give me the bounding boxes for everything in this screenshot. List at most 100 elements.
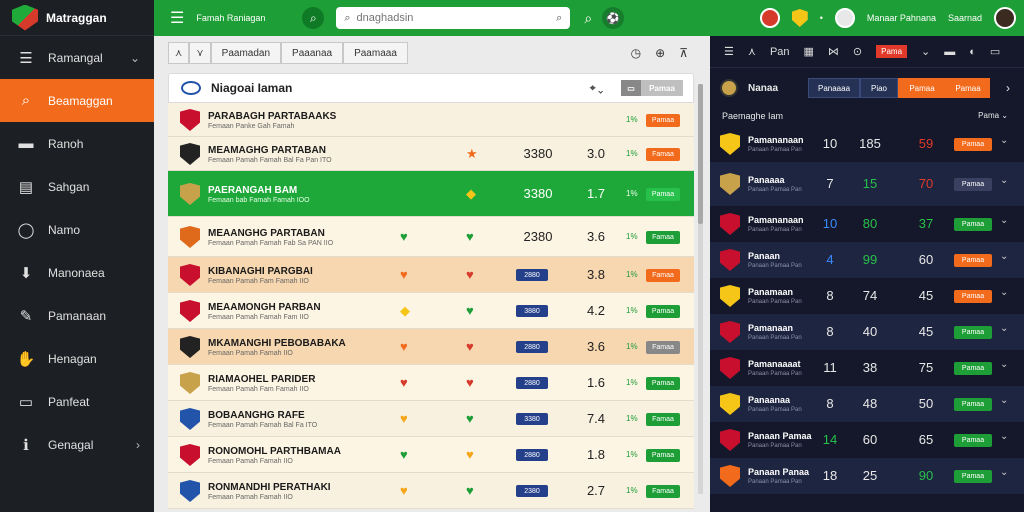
standings-button[interactable]: Pamaa <box>954 178 992 191</box>
standings-tool-9[interactable]: ◐ <box>969 45 976 58</box>
standings-row[interactable]: Panamaan Panaan Pamaa Pan 8 74 45 Pamaa ⌄ <box>710 278 1024 314</box>
chevron-down-icon[interactable]: ⌄ <box>1000 467 1009 478</box>
tab-0[interactable]: ⋏ <box>168 42 190 64</box>
chevron-down-icon[interactable]: ⌄ <box>1000 287 1009 298</box>
tab-3[interactable]: Paaanaa <box>281 42 344 64</box>
match-row[interactable]: PARABAGH PARTABAAKS Femaan Panke Gah Fama… <box>168 103 694 137</box>
favorite-icon[interactable]: ★ <box>466 146 478 161</box>
match-row[interactable]: MKAMANGHI PEBOBABAKA Femaan Pamah Famah I… <box>168 329 694 365</box>
heart-icon[interactable]: ♥ <box>400 447 408 462</box>
standings-button[interactable]: Pamaa <box>954 138 992 151</box>
standings-tab-0[interactable]: Panaaaa <box>808 78 860 98</box>
standings-button[interactable]: Pamaa <box>954 434 992 447</box>
standings-filter[interactable]: Pama ⌄ <box>978 111 1008 120</box>
club-badge-icon[interactable] <box>759 8 780 28</box>
search-submit-icon[interactable]: ⌕ <box>556 11 563 24</box>
sidebar-item-namo[interactable]: ◯ Namo <box>0 208 154 251</box>
scrollbar[interactable] <box>698 84 703 494</box>
standings-tool-10[interactable]: ▭ <box>989 46 1001 58</box>
sidebar-item-henagan[interactable]: ✋ Henagan <box>0 337 154 380</box>
heart-icon[interactable]: ♥ <box>400 229 408 244</box>
chevron-right-icon[interactable]: › <box>1006 81 1010 95</box>
standings-tool-3[interactable]: ▦ <box>803 46 814 58</box>
bet-button[interactable]: Famaa <box>646 269 680 282</box>
menu-icon[interactable]: ☰ <box>170 10 185 27</box>
standings-tool-2[interactable]: Pan <box>769 45 790 58</box>
tab-4[interactable]: Paamaaa <box>343 42 408 64</box>
match-row[interactable]: RIAMAOHEL PARIDER Femaan Pamah Fam Famah … <box>168 365 694 401</box>
standings-tab-3[interactable]: Pamaa <box>946 78 990 98</box>
standings-row[interactable]: Pamananaan Panaan Pamaa Pan 10 80 37 Pamaa ⌄ <box>710 206 1024 242</box>
bet-button[interactable]: Famaa <box>646 485 680 498</box>
sidebar-item-beamaggan[interactable]: ⌕ Beamaggan <box>0 79 154 122</box>
standings-button[interactable]: Pamaa <box>954 254 992 267</box>
sidebar-item-genagal[interactable]: ℹ Genagal › <box>0 423 154 466</box>
list-tool-icon-0[interactable]: ◷ <box>630 46 642 60</box>
league-controls[interactable]: ⌖ ⌄ <box>589 82 603 94</box>
search-input[interactable] <box>356 12 551 24</box>
standings-tool-5[interactable]: ⊙ <box>852 46 863 58</box>
shield-icon[interactable] <box>791 9 808 27</box>
sidebar-item-manonaea[interactable]: ⬇ Manonaea <box>0 251 154 294</box>
heart-icon[interactable]: ♥ <box>466 411 474 426</box>
standings-tab-2[interactable]: Pamaa <box>898 78 946 98</box>
standings-button[interactable]: Pamaa <box>954 362 992 375</box>
league-header[interactable]: Niagoai Iaman ⌖ ⌄ ▭ Pamaa <box>168 73 694 103</box>
app-logo-row[interactable]: Matraggan <box>0 0 154 36</box>
match-row[interactable]: MEAAMONGH PARBAN Femaan Pamah Famah Fam I… <box>168 293 694 329</box>
heart-icon[interactable]: ♥ <box>400 483 408 498</box>
heart-icon[interactable]: ♥ <box>466 375 474 390</box>
chevron-down-icon[interactable]: ⌄ <box>1000 215 1009 226</box>
sidebar-item-ranoh[interactable]: ▬ Ranoh <box>0 122 154 165</box>
standings-tool-0[interactable]: ☰ <box>724 46 734 58</box>
match-row[interactable]: PAERANGAH BAM Femaan bab Famah Famah IOO ◆… <box>168 171 694 217</box>
standings-button[interactable]: Pamaa <box>954 398 992 411</box>
avatar[interactable] <box>994 7 1016 29</box>
standings-tool-1[interactable]: ⋏ <box>747 46 756 58</box>
heart-icon[interactable]: ♥ <box>400 267 408 282</box>
heart-icon[interactable]: ♥ <box>466 267 474 282</box>
standings-row[interactable]: Panaan Panaan Pamaa Pan 4 99 60 Pamaa ⌄ <box>710 242 1024 278</box>
header-button-a[interactable]: ▭ <box>621 80 641 96</box>
standings-tool-8[interactable]: ▬ <box>944 45 956 58</box>
heart-icon[interactable]: ♥ <box>466 229 474 244</box>
sport-icon[interactable]: ⚽ <box>602 7 625 29</box>
standings-tool-4[interactable]: ⋈ <box>827 46 839 58</box>
standings-row[interactable]: Panaaaa Panaan Pamaa Pan 7 15 70 Pamaa ⌄ <box>710 162 1024 206</box>
match-row[interactable]: KIBANAGHI PARGBAI Femaan Pamah Fam Famah … <box>168 257 694 293</box>
heart-icon[interactable]: ♥ <box>466 447 474 462</box>
bet-button[interactable]: Famaa <box>646 231 680 244</box>
search-toggle-icon[interactable]: ⌕ <box>302 7 325 29</box>
heart-icon[interactable]: ♥ <box>466 303 474 318</box>
list-tool-icon-2[interactable]: ⊼ <box>679 46 688 60</box>
standings-row[interactable]: Pamananaan Panaan Pamaa Pan 10 185 59 Pamaa ⌄ <box>710 126 1024 162</box>
header-button-b[interactable]: Pamaa <box>641 80 683 96</box>
ball-icon[interactable] <box>834 8 855 28</box>
bet-button[interactable]: Pamaa <box>646 305 680 318</box>
sidebar-item-panfeat[interactable]: ▭ Panfeat <box>0 380 154 423</box>
chevron-down-icon[interactable]: ⌄ <box>1000 175 1009 186</box>
heart-icon[interactable]: ♥ <box>400 411 408 426</box>
bet-button[interactable]: Pamaa <box>646 377 680 390</box>
standings-row[interactable]: Panaan Panaa Panaan Pamaa Pan 18 25 90 Pamaa ⌄ <box>710 458 1024 494</box>
tab-1[interactable]: ⋎ <box>189 42 211 64</box>
search-box[interactable]: ⌕ ⌕ <box>336 7 571 29</box>
list-tool-icon-1[interactable]: ⊕ <box>655 46 666 60</box>
match-row[interactable]: RONOMOHL PARTHBAMAA Femaan Pamah Famah II… <box>168 437 694 473</box>
sidebar-item-sahgan[interactable]: ▤ Sahgan <box>0 165 154 208</box>
heart-icon[interactable]: ♥ <box>400 339 408 354</box>
bet-button[interactable]: Famaa <box>646 148 680 161</box>
heart-icon[interactable]: ◆ <box>400 303 410 318</box>
match-row[interactable]: BOBAANGHG RAFE Femaan Pamah Famah Bal Fa … <box>168 401 694 437</box>
bet-button[interactable]: Pamaa <box>646 449 680 462</box>
standings-row[interactable]: Panaanaa Panaan Pamaa Pan 8 48 50 Pamaa ⌄ <box>710 386 1024 422</box>
match-row[interactable]: MEAANGHG PARTABAN Femaan Pamah Famah Fab … <box>168 217 694 257</box>
bet-button[interactable]: Pamaa <box>646 114 680 127</box>
match-row[interactable]: MEAMAGHG PARTABAN Femaan Pamah Famah Bal … <box>168 137 694 171</box>
standings-row[interactable]: Pamanaaaat Panaan Pamaa Pan 11 38 75 Pamaa ⌄ <box>710 350 1024 386</box>
bet-button[interactable]: Pamaa <box>646 188 680 201</box>
sidebar-item-pamanaan[interactable]: ✎ Pamanaan <box>0 294 154 337</box>
chevron-down-icon[interactable]: ⌄ <box>1000 251 1009 262</box>
scrollbar-thumb[interactable] <box>698 84 703 224</box>
heart-icon[interactable]: ♥ <box>466 483 474 498</box>
